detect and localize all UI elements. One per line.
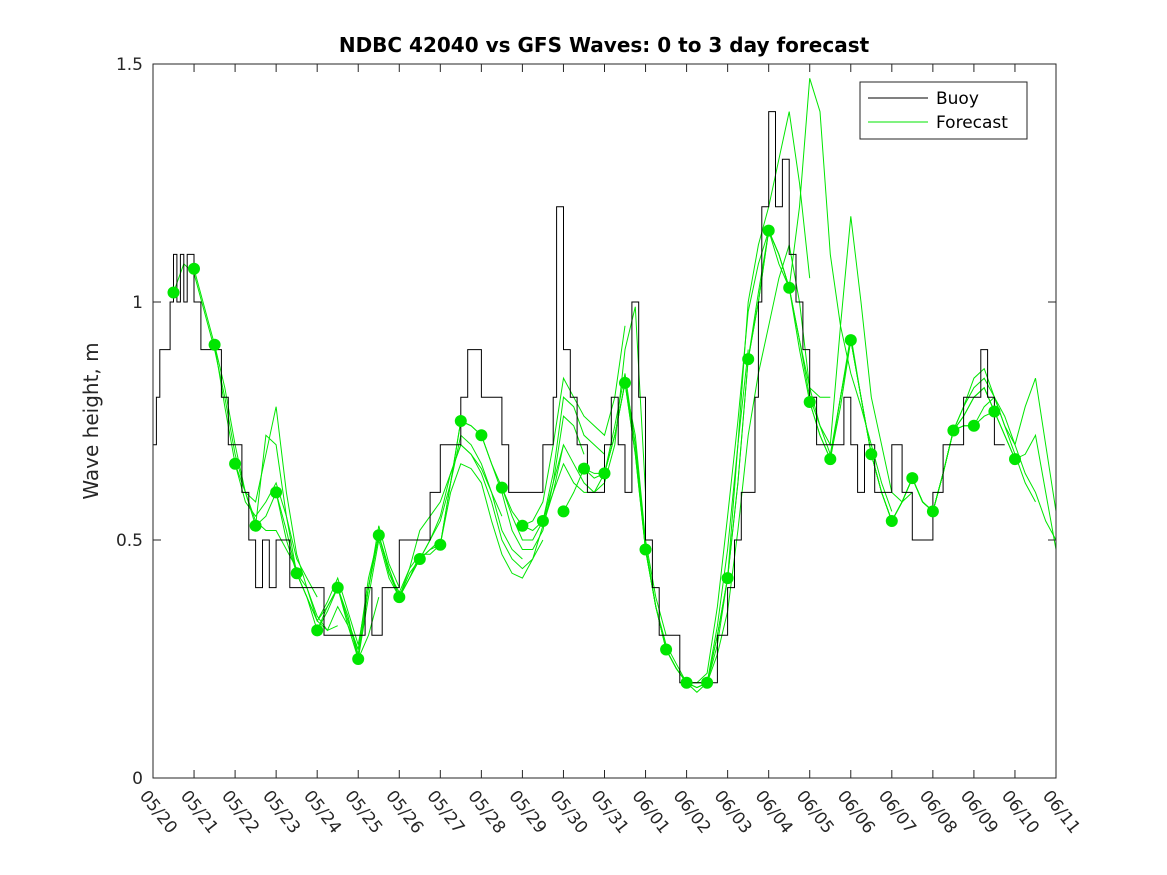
forecast-run-line-24 bbox=[645, 230, 770, 684]
forecast-run-line-12 bbox=[398, 434, 523, 598]
y-tick-label: 1 bbox=[132, 293, 143, 313]
forecast-marker-36 bbox=[885, 515, 898, 527]
forecast-marker-15 bbox=[454, 415, 467, 427]
forecast-marker-34 bbox=[844, 334, 857, 347]
y-tick-label: 1.5 bbox=[116, 55, 143, 75]
forecast-marker-39 bbox=[947, 424, 960, 437]
forecast-marker-33 bbox=[824, 453, 837, 466]
x-tick-label: 06/08 bbox=[915, 787, 961, 838]
x-tick-label: 05/20 bbox=[135, 787, 181, 838]
x-tick-label: 06/05 bbox=[792, 787, 838, 838]
forecast-run-line-9 bbox=[337, 420, 462, 655]
y-tick-label: 0.5 bbox=[116, 531, 143, 551]
forecast-marker-42 bbox=[1009, 453, 1021, 466]
buoy-series-line bbox=[153, 111, 1005, 684]
forecast-run-line-1 bbox=[173, 263, 298, 569]
chart-title: NDBC 42040 vs GFS Waves: 0 to 3 day fore… bbox=[339, 33, 870, 57]
forecast-marker-9 bbox=[331, 581, 344, 594]
forecast-run-line-17 bbox=[501, 325, 626, 527]
forecast-marker-23 bbox=[619, 376, 631, 389]
x-tick-label: 06/09 bbox=[956, 787, 1002, 838]
forecast-marker-25 bbox=[660, 643, 673, 656]
forecast-run-line-32 bbox=[809, 340, 934, 523]
forecast-marker-18 bbox=[516, 519, 529, 532]
x-tick-label: 05/31 bbox=[587, 787, 633, 838]
forecast-run-line-27 bbox=[706, 244, 831, 683]
forecast-marker-2 bbox=[188, 262, 200, 275]
forecast-marker-12 bbox=[393, 591, 406, 604]
x-tick-label: 05/23 bbox=[258, 787, 304, 838]
x-tick-label: 06/02 bbox=[669, 787, 715, 838]
forecast-marker-7 bbox=[290, 567, 303, 580]
forecast-marker-16 bbox=[475, 429, 488, 442]
forecast-marker-17 bbox=[495, 481, 508, 494]
forecast-marker-14 bbox=[434, 538, 447, 551]
plot-frame bbox=[152, 63, 1057, 779]
forecast-marker-5 bbox=[249, 519, 262, 532]
x-tick-label: 05/29 bbox=[504, 787, 550, 838]
forecast-marker-40 bbox=[967, 419, 980, 432]
forecast-marker-38 bbox=[926, 505, 939, 518]
y-tick-label: 0 bbox=[132, 769, 143, 789]
x-tick-label: 06/04 bbox=[751, 787, 797, 838]
forecast-marker-8 bbox=[311, 624, 324, 637]
forecast-run-line-20 bbox=[563, 373, 688, 684]
x-tick-label: 06/03 bbox=[710, 787, 756, 838]
x-tick-label: 05/24 bbox=[299, 787, 345, 838]
forecast-run-line-30 bbox=[768, 78, 893, 512]
x-tick-label: 06/06 bbox=[833, 787, 879, 838]
forecast-marker-1 bbox=[167, 286, 180, 299]
forecast-marker-28 bbox=[721, 572, 734, 585]
forecast-marker-31 bbox=[783, 281, 796, 294]
forecast-marker-26 bbox=[680, 676, 693, 689]
forecast-marker-21 bbox=[578, 462, 590, 475]
forecast-run-line-4 bbox=[234, 406, 359, 650]
forecast-marker-19 bbox=[536, 515, 549, 527]
x-tick-label: 06/07 bbox=[874, 787, 920, 838]
x-tick-label: 05/28 bbox=[463, 787, 509, 838]
series-layer bbox=[153, 78, 1057, 693]
forecast-marker-32 bbox=[803, 396, 816, 408]
forecast-marker-41 bbox=[988, 405, 1001, 418]
legend-box bbox=[859, 81, 1028, 140]
forecast-run-line-40 bbox=[973, 378, 1057, 512]
forecast-run-line-39 bbox=[952, 386, 1057, 550]
forecast-marker-22 bbox=[598, 467, 611, 480]
x-tick-label: 06/01 bbox=[628, 787, 674, 838]
forecast-marker-37 bbox=[906, 472, 919, 485]
forecast-marker-10 bbox=[352, 653, 365, 665]
x-tick-label: 05/30 bbox=[546, 787, 592, 838]
x-tick-label: 05/26 bbox=[381, 787, 427, 838]
forecast-marker-35 bbox=[865, 448, 878, 461]
forecast-marker-4 bbox=[229, 457, 242, 470]
forecast-marker-30 bbox=[762, 224, 775, 237]
x-tick-label: 05/25 bbox=[340, 787, 386, 838]
forecast-marker-27 bbox=[701, 676, 714, 689]
legend-buoy-label: Buoy bbox=[936, 89, 979, 109]
legend: Buoy Forecast bbox=[859, 81, 1028, 140]
forecast-run-line-22 bbox=[604, 382, 729, 689]
forecast-run-line-13 bbox=[419, 443, 544, 570]
forecast-run-line-26 bbox=[686, 111, 811, 689]
x-tick-label: 05/22 bbox=[217, 787, 263, 838]
forecast-marker-29 bbox=[742, 353, 755, 366]
forecast-run-line-18 bbox=[522, 306, 646, 532]
forecast-run-line-33 bbox=[829, 340, 954, 523]
x-tick-label: 05/27 bbox=[422, 787, 468, 838]
x-tick-label: 06/11 bbox=[1038, 787, 1084, 838]
y-axis-label: Wave height, m bbox=[79, 342, 103, 499]
marker-layer bbox=[167, 224, 1021, 689]
axis-layer: 05/2005/2105/2205/2305/2405/2505/2605/27… bbox=[116, 55, 1084, 838]
forecast-marker-24 bbox=[639, 543, 652, 556]
legend-forecast-label: Forecast bbox=[936, 113, 1008, 133]
x-tick-label: 06/10 bbox=[997, 787, 1043, 838]
forecast-marker-11 bbox=[372, 529, 385, 542]
forecast-marker-20 bbox=[557, 505, 570, 518]
forecast-marker-3 bbox=[208, 338, 221, 351]
forecast-marker-13 bbox=[413, 553, 426, 565]
forecast-marker-6 bbox=[270, 486, 283, 499]
x-tick-label: 05/21 bbox=[176, 787, 222, 838]
